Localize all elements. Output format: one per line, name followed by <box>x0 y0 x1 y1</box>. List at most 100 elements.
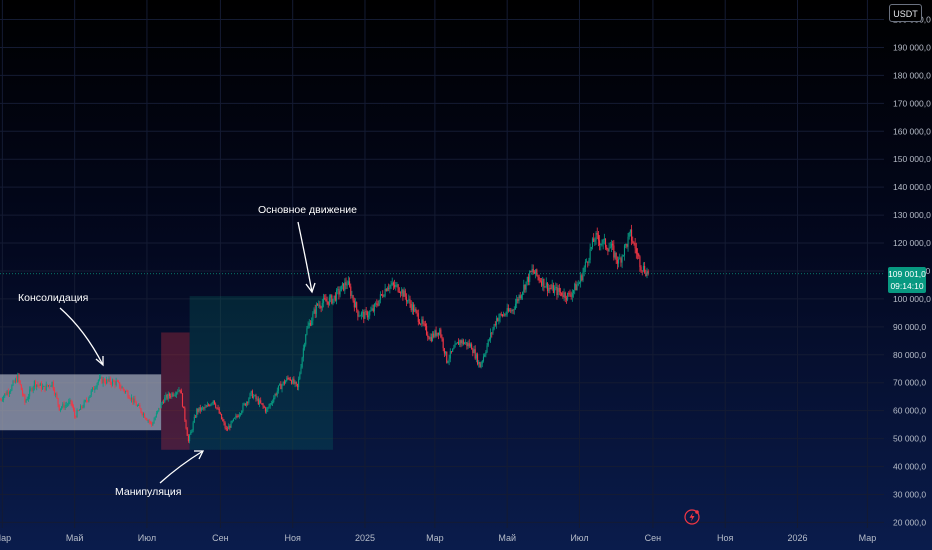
current-price-label: 109 001,0 09:14:10 <box>888 267 926 293</box>
candle-body <box>127 391 129 398</box>
candle-body <box>243 403 245 405</box>
candle-body <box>506 308 508 315</box>
candle-body <box>363 311 365 319</box>
zone-consolidation <box>0 374 162 431</box>
candle-body <box>276 390 278 395</box>
currency-button[interactable]: USDT <box>889 4 922 22</box>
candle-body <box>129 398 131 400</box>
candle-body <box>249 393 251 399</box>
candle-body <box>132 397 134 403</box>
candle-body <box>379 294 381 300</box>
candle-body <box>240 413 242 415</box>
candle-body <box>414 308 416 312</box>
candle-body <box>305 334 307 345</box>
x-tick-label: Май <box>66 533 84 543</box>
candle-body <box>50 386 52 387</box>
candle-body <box>84 400 86 402</box>
candle-body <box>428 337 430 340</box>
candle-body <box>97 379 99 384</box>
candle-body <box>289 379 291 381</box>
candle-body <box>224 423 226 429</box>
candle-body <box>635 248 637 254</box>
candle-body <box>569 293 571 296</box>
candle-body <box>391 282 393 285</box>
candle-body <box>30 388 32 390</box>
candle-body <box>351 295 353 297</box>
candle-body <box>38 385 40 386</box>
candle-body <box>567 292 569 300</box>
candle-body <box>282 381 284 385</box>
candle-body <box>612 243 614 246</box>
candle-body <box>376 303 378 306</box>
candle-body <box>354 302 357 308</box>
arrow-manipulation-head <box>194 450 205 460</box>
candle-body <box>234 417 236 419</box>
candle-body <box>295 381 297 384</box>
candle-body <box>532 268 534 273</box>
candle-body <box>638 253 640 257</box>
candle-body <box>494 324 496 326</box>
candle-body <box>346 284 348 286</box>
candle-body <box>102 379 104 384</box>
candle-body <box>40 383 43 390</box>
candle-body <box>219 413 221 415</box>
candle-body <box>415 308 417 311</box>
candle-body <box>101 377 103 384</box>
candle-body <box>495 318 498 325</box>
candle-body <box>371 308 373 311</box>
candle-body <box>527 276 530 282</box>
candle-body <box>580 275 582 283</box>
candle-body <box>308 322 310 326</box>
candle-body <box>433 333 435 337</box>
candle-body <box>279 383 281 386</box>
candle-body <box>152 423 154 425</box>
candle-body <box>524 284 526 290</box>
candle-body <box>260 400 262 404</box>
candle-body <box>574 283 576 291</box>
candle-body <box>274 394 276 398</box>
candle-body <box>447 361 449 363</box>
candle-body <box>135 402 137 406</box>
candle-body <box>65 404 67 406</box>
candle-body <box>247 401 249 403</box>
candle-body <box>416 310 418 314</box>
candle-body <box>75 416 77 418</box>
candle-body <box>248 398 250 403</box>
candle-body <box>202 407 204 409</box>
candle-body <box>45 384 47 391</box>
candle-body <box>96 383 98 388</box>
candle-body <box>250 390 252 394</box>
candle-body <box>394 284 396 287</box>
candle-body <box>114 381 116 385</box>
candle-body <box>235 415 237 418</box>
candle-body <box>392 282 394 285</box>
candle-body <box>213 400 216 405</box>
candle-body <box>194 416 197 418</box>
candle-body <box>232 418 234 421</box>
candle-body <box>514 303 517 310</box>
candle-body <box>176 392 178 395</box>
candle-body <box>26 399 28 401</box>
candle-body <box>575 283 577 291</box>
candle-body <box>294 381 296 384</box>
lightning-icon[interactable] <box>684 509 700 525</box>
candle-body <box>181 393 184 407</box>
candle-body <box>518 295 520 301</box>
candle-body <box>543 278 545 288</box>
candle-body <box>48 385 50 387</box>
candle-body <box>242 404 244 412</box>
candle-body <box>286 377 288 381</box>
candle-body <box>386 288 389 292</box>
candle-body <box>146 419 148 421</box>
candle-body <box>493 324 495 329</box>
candle-body <box>43 386 45 387</box>
candle-body <box>437 332 439 335</box>
candle-body <box>404 290 406 297</box>
candle-body <box>548 287 550 292</box>
candle-body <box>221 413 223 420</box>
candle-body <box>71 402 73 407</box>
candle-body <box>487 339 489 346</box>
candle-body <box>81 405 83 408</box>
